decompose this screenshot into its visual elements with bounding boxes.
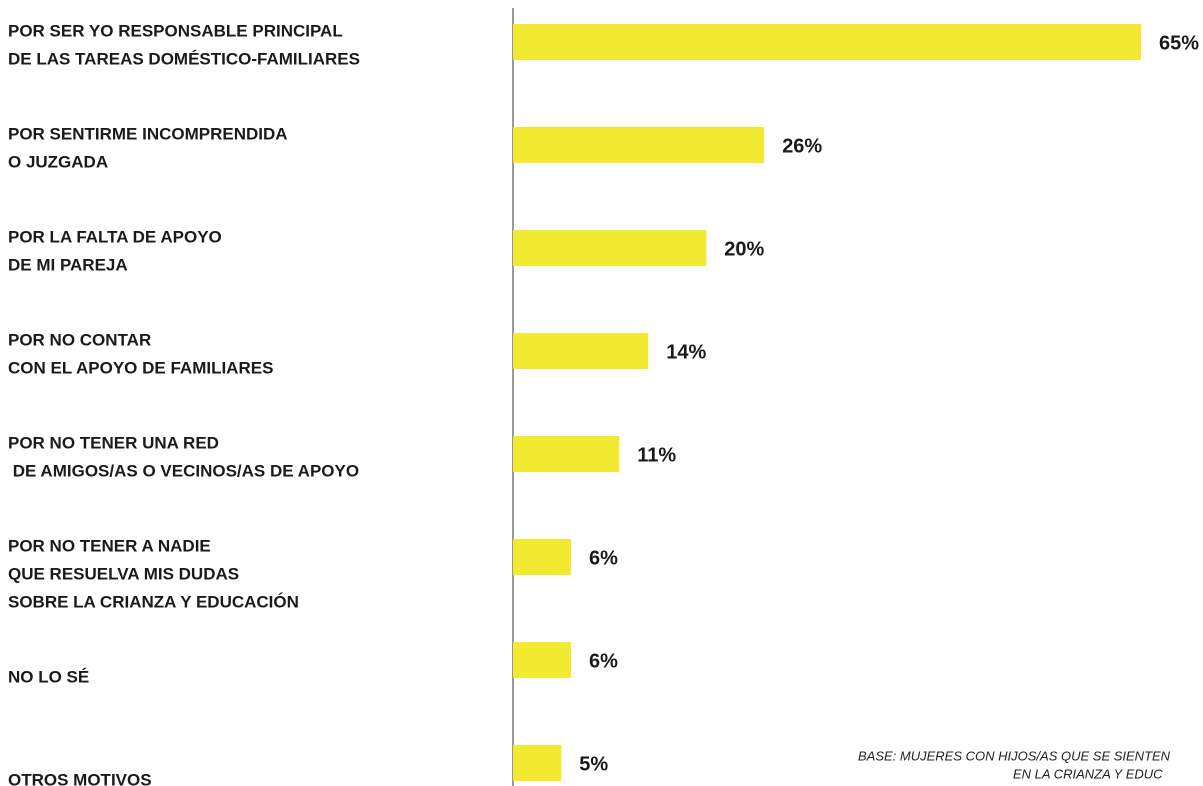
category-label: DE LAS TAREAS DOMÉSTICO-FAMILIARES: [8, 49, 360, 68]
category-label: NO LO SÉ: [8, 667, 89, 686]
category-label: POR NO TENER A NADIE: [8, 536, 211, 555]
bar: [513, 642, 571, 678]
value-label: 20%: [724, 238, 764, 260]
value-label: 6%: [589, 650, 618, 672]
category-label: POR SER YO RESPONSABLE PRINCIPAL: [8, 21, 343, 40]
category-label: O JUZGADA: [8, 152, 108, 171]
bar: [513, 745, 562, 781]
category-label: POR NO TENER UNA RED: [8, 433, 219, 452]
category-label: POR NO CONTAR: [8, 330, 151, 349]
bar: [513, 230, 707, 266]
note: BASE: MUJERES CON HIJOS/AS QUE SE SIENTE…: [858, 748, 1171, 763]
category-label: SOBRE LA CRIANZA Y EDUCACIÓN: [8, 592, 299, 611]
value-label: 11%: [637, 444, 676, 466]
value-label: 65%: [1159, 32, 1199, 54]
value-label: 14%: [666, 341, 706, 363]
value-label: 5%: [579, 753, 608, 775]
value-label: 6%: [589, 547, 618, 569]
bar: [513, 127, 765, 163]
value-label: 26%: [782, 135, 822, 157]
bar: [513, 24, 1141, 60]
category-label: OTROS MOTIVOS: [8, 770, 152, 786]
bar: [513, 539, 571, 575]
note: EN LA CRIANZA Y EDUC: [1013, 766, 1163, 781]
category-label: POR SENTIRME INCOMPRENDIDA: [8, 124, 288, 143]
bar: [513, 436, 620, 472]
category-label: QUE RESUELVA MIS DUDAS: [8, 564, 239, 583]
category-label: CON EL APOYO DE FAMILIARES: [8, 358, 273, 377]
bar: [513, 333, 649, 369]
category-label: DE AMIGOS/AS O VECINOS/AS DE APOYO: [8, 461, 359, 480]
category-label: POR LA FALTA DE APOYO: [8, 227, 222, 246]
category-label: DE MI PAREJA: [8, 255, 128, 274]
